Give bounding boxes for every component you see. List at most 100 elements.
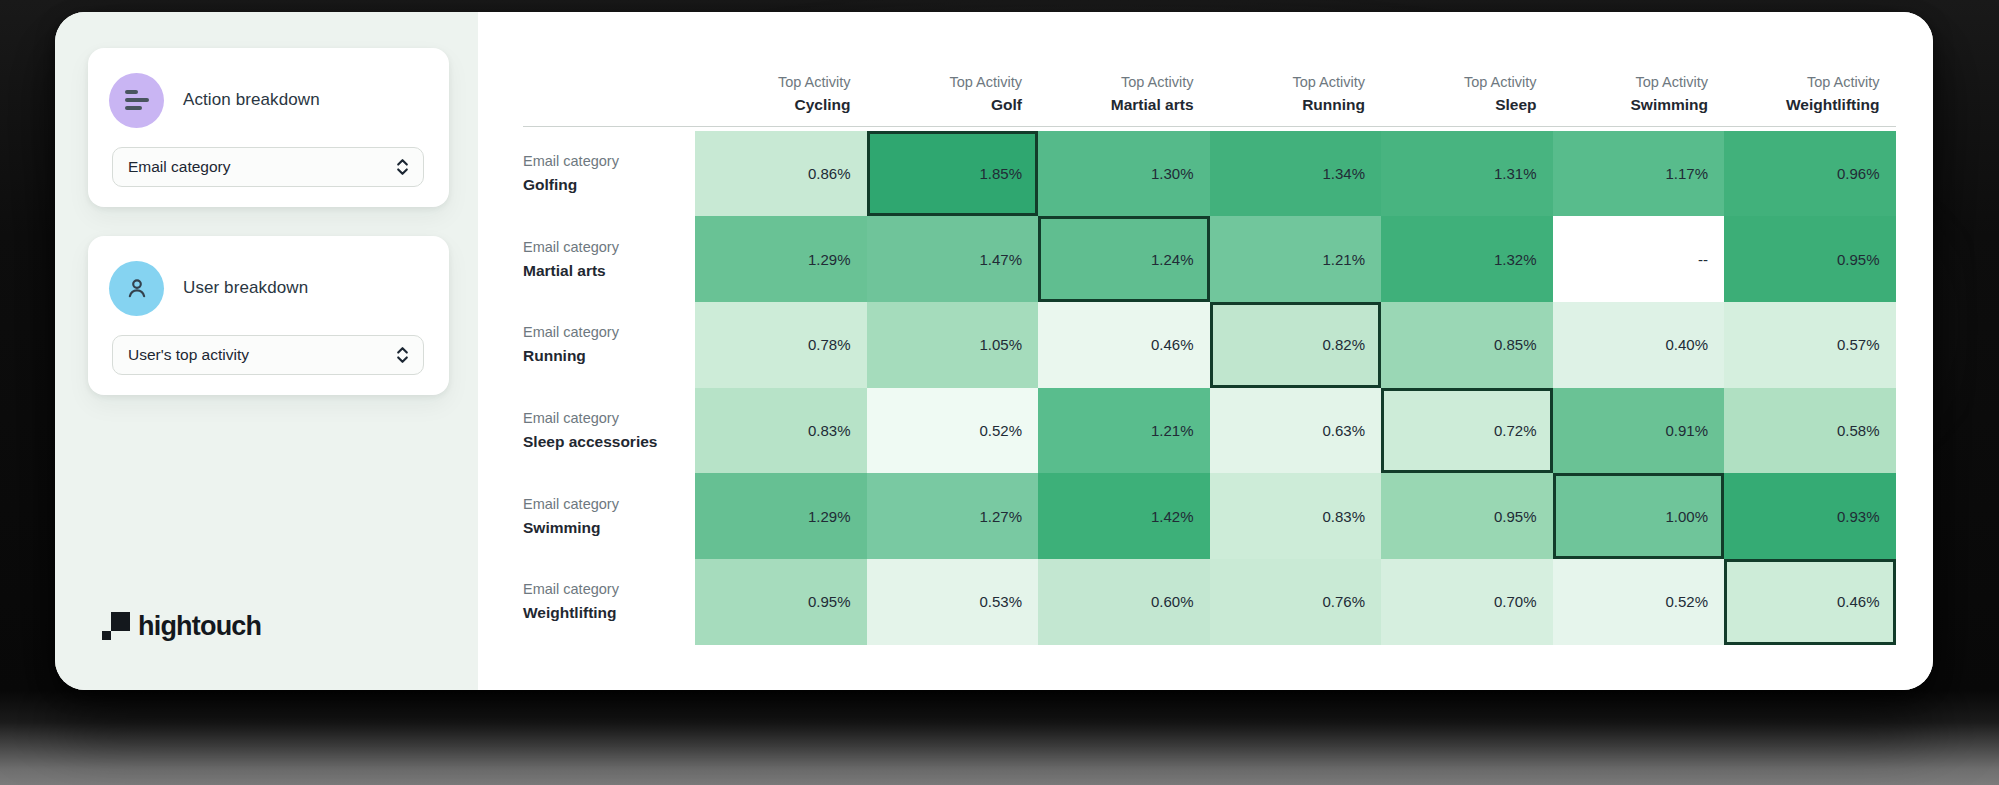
select-value: Email category [128,158,231,176]
heatmap-cell[interactable]: 0.85% [1381,302,1553,388]
heatmap-cell[interactable]: -- [1553,216,1725,302]
heatmap-cell[interactable]: 0.93% [1724,473,1896,559]
row-label-martial-arts: Email category Martial arts [523,216,695,302]
heatmap-cell[interactable]: 1.30% [1038,131,1210,217]
heatmap-cell[interactable]: 0.58% [1724,388,1896,474]
heatmap-cell[interactable]: 0.40% [1553,302,1725,388]
column-header-swimming: Top Activity Swimming [1553,45,1725,127]
row-label-prefix: Email category [523,324,619,340]
row-label-prefix: Email category [523,153,619,169]
row-label-name: Swimming [523,519,601,537]
action-breakdown-panel: Action breakdown Email category [88,48,449,207]
chevron-updown-icon [395,345,410,365]
hightouch-logo-icon [100,611,131,642]
row-label-golfing: Email categoryGolfing [523,131,695,217]
column-header-sleep: Top Activity Sleep [1381,45,1553,127]
column-header-cycling: Top Activity Cycling [695,45,867,127]
column-header-prefix: Top Activity [1807,74,1880,90]
sidebar: Action breakdown Email category User br [55,12,478,690]
user-breakdown-panel: User breakdown User's top activity [88,236,449,395]
heatmap-cell[interactable]: 1.85% [867,131,1039,217]
column-header-prefix: Top Activity [1635,74,1708,90]
action-breakdown-header: Action breakdown [109,72,320,128]
heatmap-cell[interactable]: 0.95% [695,559,867,645]
column-header-name: Golf [991,96,1022,114]
heatmap-cell[interactable]: 1.42% [1038,473,1210,559]
panel-title: Action breakdown [183,90,320,110]
heatmap-cell[interactable]: 1.27% [867,473,1039,559]
user-breakdown-header: User breakdown [109,260,308,316]
heatmap-cell[interactable]: 0.91% [1553,388,1725,474]
column-header-name: Cycling [795,96,851,114]
row-label-sleep-accessories: Email category Sleep accessories [523,388,695,474]
row-label-running: Email category Running [523,302,695,388]
select-value: User's top activity [128,346,249,364]
heatmap-cell[interactable]: 1.24% [1038,216,1210,302]
column-header-prefix: Top Activity [1121,74,1194,90]
heatmap-cell[interactable]: 0.76% [1210,559,1382,645]
heatmap-cell[interactable]: 1.05% [867,302,1039,388]
column-header-prefix: Top Activity [949,74,1022,90]
row-label-name: Weightlifting [523,604,617,622]
row-label-weightlifting: Email category Weightlifting [523,559,695,645]
column-header-martial-arts: Top Activity Martial arts [1038,45,1210,127]
heatmap-cell[interactable]: 0.46% [1724,559,1896,645]
hightouch-logo-text: hightouch [138,611,261,642]
heatmap-cell[interactable]: 0.96% [1724,131,1896,217]
heatmap-cell[interactable]: 0.60% [1038,559,1210,645]
column-header-prefix: Top Activity [1292,74,1365,90]
heatmap-cell[interactable]: 1.17% [1553,131,1725,217]
row-label-prefix: Email category [523,581,619,597]
action-breakdown-icon [109,73,164,128]
hightouch-logo: hightouch [100,611,261,642]
action-breakdown-select[interactable]: Email category [112,147,424,187]
bars-icon [125,90,149,110]
panel-title: User breakdown [183,278,308,298]
row-label-name: Martial arts [523,262,606,280]
heatmap-cell[interactable]: 1.00% [1553,473,1725,559]
row-label-prefix: Email category [523,410,619,426]
heatmap-cell[interactable]: 1.47% [867,216,1039,302]
heatmap-cell[interactable]: 0.83% [695,388,867,474]
column-header-prefix: Top Activity [778,74,851,90]
heatmap-cell[interactable]: 1.21% [1210,216,1382,302]
heatmap-cell[interactable]: 0.70% [1381,559,1553,645]
heatmap-cell[interactable]: 0.46% [1038,302,1210,388]
row-label-name: Sleep accessories [523,433,657,451]
heatmap-cell[interactable]: 0.52% [1553,559,1725,645]
analytics-card: Action breakdown Email category User br [55,12,1933,690]
heatmap-cell[interactable]: 0.95% [1724,216,1896,302]
heatmap-cell[interactable]: 0.95% [1381,473,1553,559]
heatmap-cell[interactable]: 0.57% [1724,302,1896,388]
user-icon [109,261,164,316]
heatmap-cell[interactable]: 0.63% [1210,388,1382,474]
heatmap-cell[interactable]: 0.86% [695,131,867,217]
heatmap-cell[interactable]: 1.21% [1038,388,1210,474]
user-breakdown-select[interactable]: User's top activity [112,335,424,375]
heatmap-cell[interactable]: 1.31% [1381,131,1553,217]
heatmap-area: Top ActivityCyclingTop ActivityGolfTop A… [478,12,1933,690]
heatmap-cell[interactable]: 0.78% [695,302,867,388]
heatmap-cell[interactable]: 1.29% [695,473,867,559]
heatmap-cell[interactable]: 0.53% [867,559,1039,645]
row-label-name: Running [523,347,586,365]
person-glyph [124,275,150,301]
heatmap-cell[interactable]: 0.52% [867,388,1039,474]
heatmap-cell[interactable]: 1.34% [1210,131,1382,217]
column-header-golf: Top Activity Golf [867,45,1039,127]
column-header-name: Swimming [1630,96,1708,114]
heatmap-cell[interactable]: 1.29% [695,216,867,302]
heatmap-cell[interactable]: 0.83% [1210,473,1382,559]
column-header-prefix: Top Activity [1464,74,1537,90]
column-header-name: Weightlifting [1786,96,1880,114]
column-header-weightlifting: Top Activity Weightlifting [1724,45,1896,127]
column-header-running: Top ActivityRunning [1210,45,1382,127]
heatmap-cell[interactable]: 1.32% [1381,216,1553,302]
heatmap-cell[interactable]: 0.82% [1210,302,1382,388]
column-header-name: Martial arts [1111,96,1194,114]
column-header-name: Sleep [1495,96,1536,114]
heatmap-table: Top ActivityCyclingTop ActivityGolfTop A… [523,45,1896,645]
heatmap-corner-cell [523,45,695,127]
heatmap-cell[interactable]: 0.72% [1381,388,1553,474]
row-label-prefix: Email category [523,239,619,255]
